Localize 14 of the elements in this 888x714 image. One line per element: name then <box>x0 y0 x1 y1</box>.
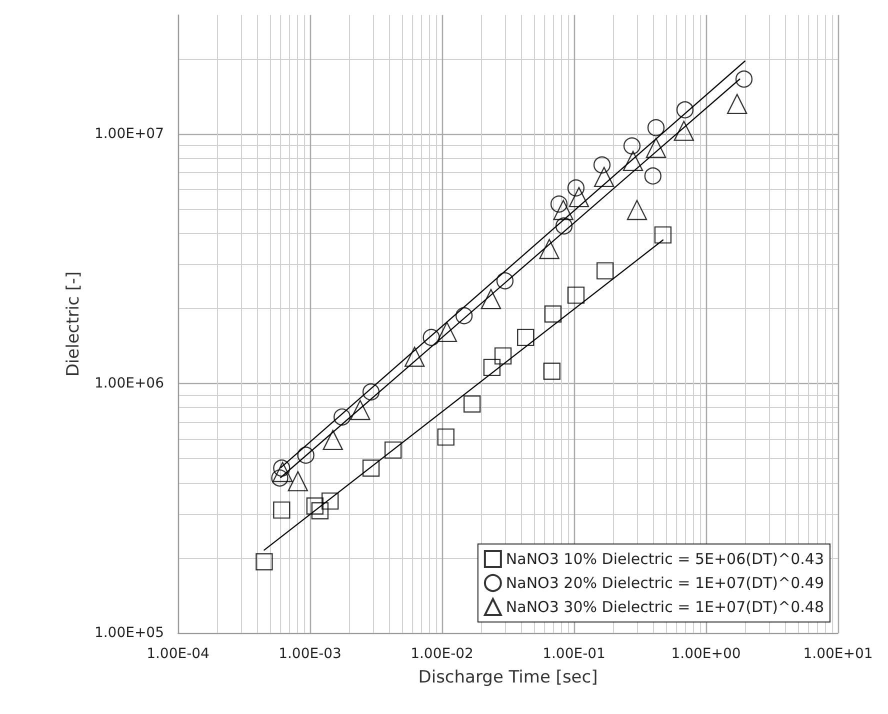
x-tick-label: 1.00E+01 <box>803 646 873 662</box>
y-tick-label: 1.00E+07 <box>94 126 164 142</box>
y-axis-title: Dielectric [-] <box>64 271 84 377</box>
x-tick-label: 1.00E-01 <box>542 646 606 662</box>
x-tick-label: 1.00E-04 <box>146 646 210 662</box>
y-tick-label: 1.00E+05 <box>94 625 164 641</box>
x-tick-label: 1.00E+00 <box>671 646 741 662</box>
x-axis-title: Discharge Time [sec] <box>418 668 598 688</box>
x-tick-label: 1.00E-02 <box>410 646 474 662</box>
legend-label: NaNO3 20% Dielectric = 1E+07(DT)^0.49 <box>506 574 824 592</box>
legend-label: NaNO3 30% Dielectric = 1E+07(DT)^0.48 <box>506 598 824 616</box>
y-tick-label: 1.00E+06 <box>94 376 164 392</box>
legend-label: NaNO3 10% Dielectric = 5E+06(DT)^0.43 <box>506 550 824 568</box>
x-tick-label: 1.00E-03 <box>278 646 342 662</box>
